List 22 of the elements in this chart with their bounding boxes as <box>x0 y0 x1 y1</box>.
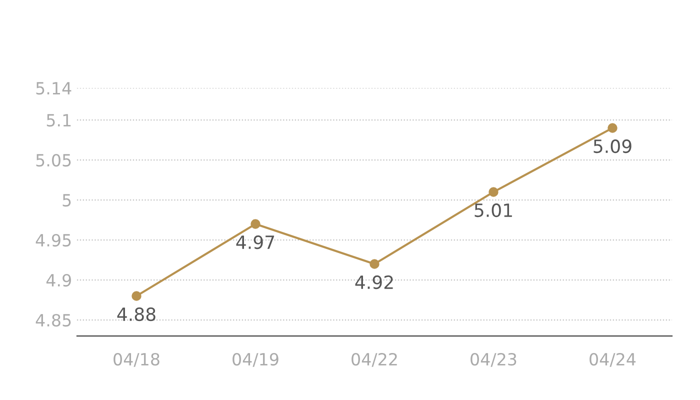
x-tick-label: 04/24 <box>590 352 636 367</box>
point <box>132 291 142 301</box>
x-tick-label: 04/23 <box>470 352 516 367</box>
y-tick-label: 4.85 <box>36 314 71 327</box>
y-tick-label: 4.95 <box>36 234 71 247</box>
data-label: 4.97 <box>236 235 274 250</box>
x-tick-label: 04/19 <box>232 352 278 367</box>
x-tick-label: 04/18 <box>114 352 160 367</box>
data-label: 4.92 <box>355 275 393 290</box>
point <box>370 259 380 269</box>
point <box>488 187 498 197</box>
point <box>608 123 618 133</box>
x-tick-label: 04/22 <box>352 352 397 367</box>
y-tick-label: 4.9 <box>46 274 71 287</box>
data-label: 5.09 <box>594 139 632 154</box>
y-tick-label: 5 <box>62 194 71 207</box>
point <box>250 219 260 229</box>
y-tick-label: 5.05 <box>36 154 71 167</box>
data-label: 4.88 <box>117 307 156 322</box>
y-tick-label: 5.14 <box>36 82 72 95</box>
y-tick-label: 5.1 <box>46 114 71 127</box>
data-label: 5.01 <box>474 203 512 218</box>
